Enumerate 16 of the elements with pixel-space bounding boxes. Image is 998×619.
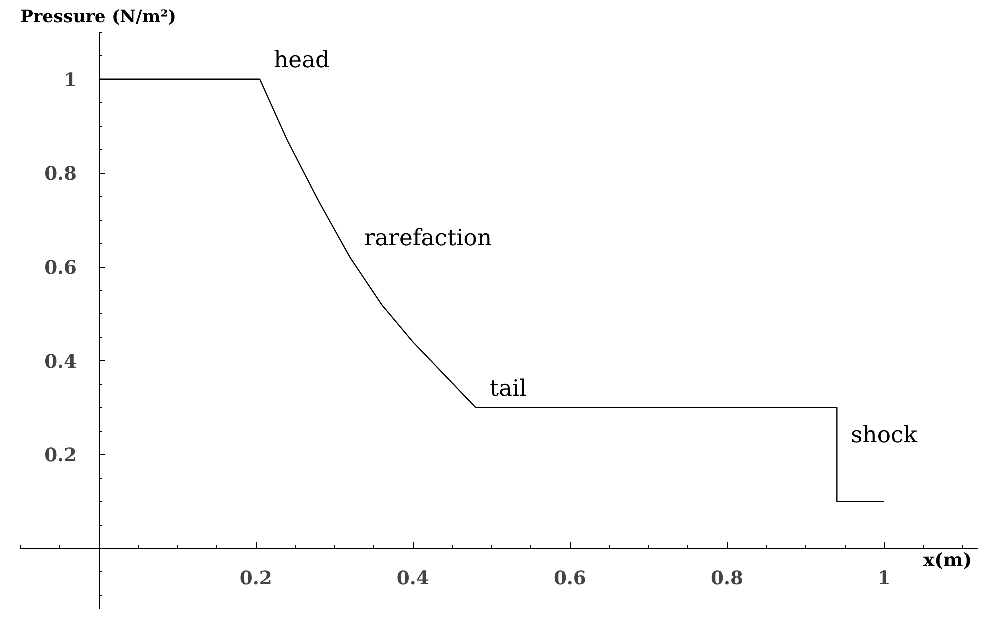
y-tick-label: 0.4 [44, 350, 78, 373]
y-tick-label: 0.2 [44, 444, 78, 467]
annotation: shock [851, 422, 918, 449]
annotation: tail [490, 376, 528, 402]
annotation: head [274, 47, 330, 74]
x-tick-label: 1 [878, 568, 891, 590]
y-tick-label: 0.6 [44, 257, 78, 280]
y-tick-label: 1 [64, 69, 78, 92]
y-tick-label: 0.8 [44, 163, 78, 186]
x-tick-label: 0.4 [396, 568, 430, 590]
y-axis-title: Pressure (N/m²) [20, 8, 176, 28]
x-tick-label: 0.2 [240, 568, 272, 590]
annotation: rarefaction [364, 226, 492, 252]
x-tick-label: 0.6 [554, 568, 586, 590]
x-axis-title: x(m) [924, 550, 972, 572]
x-tick-label: 0.8 [710, 568, 744, 590]
